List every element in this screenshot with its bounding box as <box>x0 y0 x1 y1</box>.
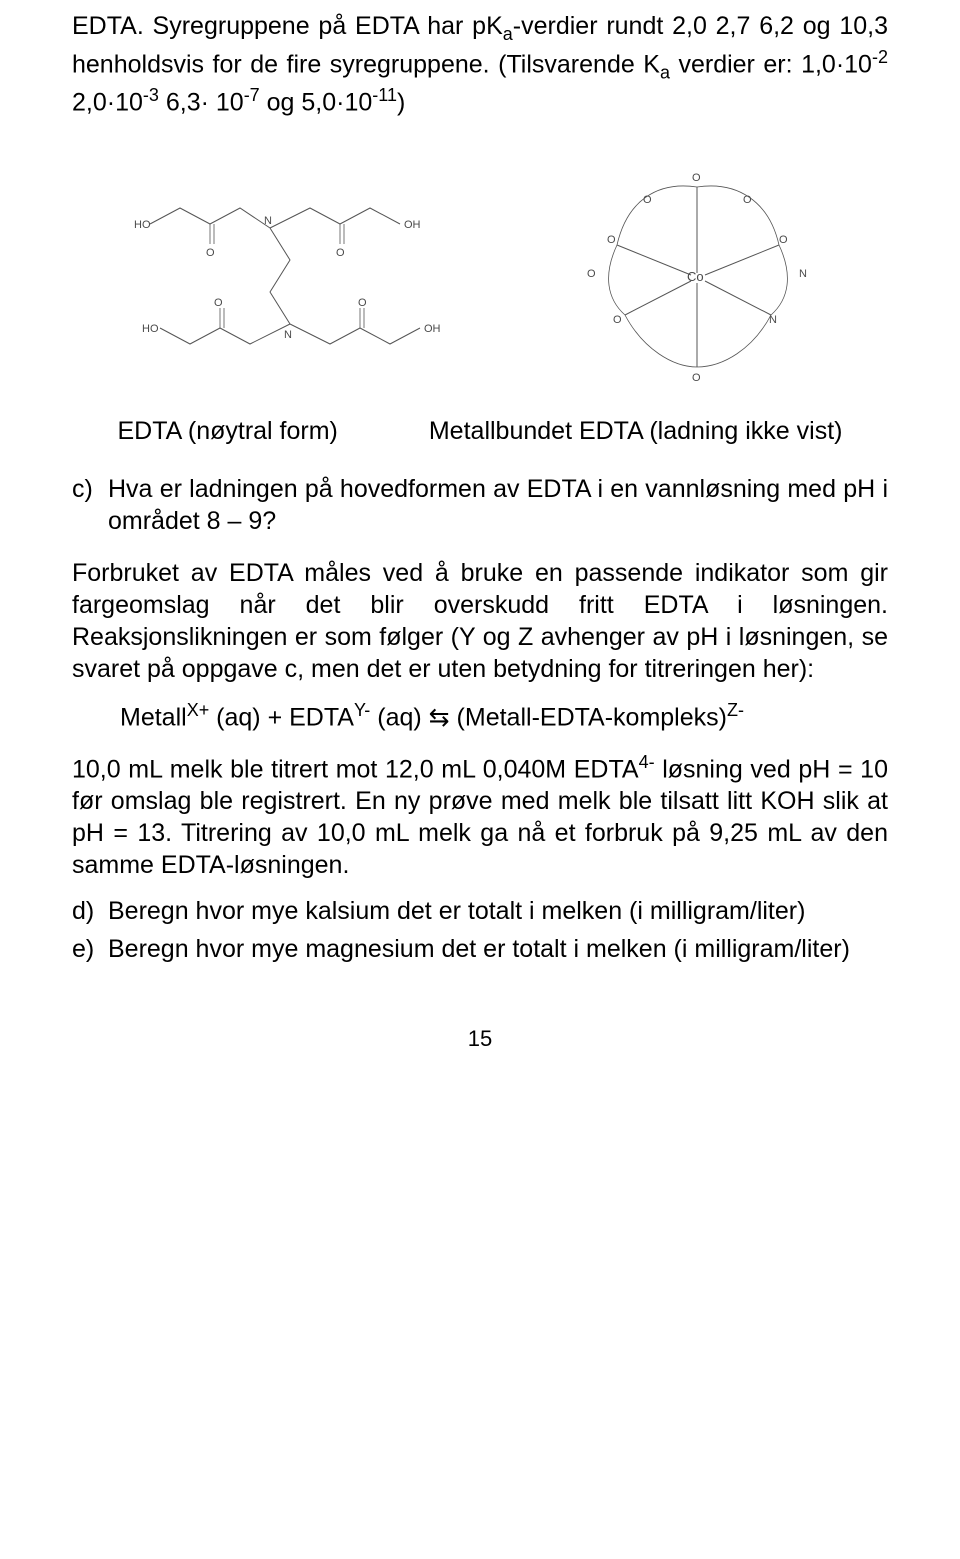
q-c-text: Hva er ladningen på hovedformen av EDTA … <box>108 473 888 537</box>
svg-text:O: O <box>206 247 215 259</box>
reaction-equation: MetallX+ (aq) + EDTAY- (aq) ⇆ (Metall-ED… <box>120 699 888 733</box>
svg-text:O: O <box>607 234 616 246</box>
questions-d-e: d) Beregn hvor mye kalsium det er totalt… <box>72 895 888 965</box>
p1-t6: og 5,0·10 <box>260 89 373 117</box>
eq-m-sup: X+ <box>187 700 210 720</box>
eq-e-sup: Y- <box>354 700 370 720</box>
svg-text:O: O <box>214 297 223 309</box>
q-c-label: c) <box>72 473 100 537</box>
edta-neutral-svg: HO O OH O O HO OH O N N <box>114 160 464 390</box>
p1-e2: -3 <box>143 85 159 105</box>
eq-arrow: ⇆ <box>429 702 450 731</box>
p3-t1: 10,0 mL melk ble titrert mot 12,0 mL 0,0… <box>72 755 639 783</box>
p1-t4: 2,0·10 <box>72 89 143 117</box>
eq-m: Metall <box>120 703 187 731</box>
svg-text:O: O <box>613 314 622 326</box>
svg-text:O: O <box>358 297 367 309</box>
method-paragraph: Forbruket av EDTA måles ved å bruke en p… <box>72 557 888 685</box>
svg-text:O: O <box>336 247 345 259</box>
p1-e1: -2 <box>872 47 888 67</box>
p3-sup: 4- <box>639 752 655 772</box>
svg-text:N: N <box>769 314 777 326</box>
p1-t1: EDTA. Syregruppene på EDTA har pK <box>72 12 503 40</box>
edta-complex-svg: Co O O O O N O O O O N <box>547 145 847 405</box>
svg-text:N: N <box>284 329 292 341</box>
svg-text:O: O <box>779 234 788 246</box>
q-d-label: d) <box>72 895 100 927</box>
p1-t3: verdier er: 1,0·10 <box>670 50 872 78</box>
intro-paragraph: EDTA. Syregruppene på EDTA har pKa-verdi… <box>72 10 888 119</box>
svg-text:HO: HO <box>134 219 151 231</box>
caption-right: Metallbundet EDTA (ladning ikke vist) <box>429 415 843 447</box>
svg-text:O: O <box>587 268 596 280</box>
eq-rhs: (Metall-EDTA-kompleks) <box>450 703 727 731</box>
q-e-label: e) <box>72 933 100 965</box>
p1-e3: -7 <box>244 85 260 105</box>
structure-figures-row: HO O OH O O HO OH O N N Co <box>72 145 888 405</box>
p1-t2sub: a <box>660 62 670 82</box>
svg-text:O: O <box>692 172 701 184</box>
edta-neutral-structure: HO O OH O O HO OH O N N <box>114 160 464 390</box>
figure-captions-row: EDTA (nøytral form) Metallbundet EDTA (l… <box>72 415 888 447</box>
titration-paragraph: 10,0 mL melk ble titrert mot 12,0 mL 0,0… <box>72 751 888 881</box>
svg-text:O: O <box>743 194 752 206</box>
edta-metal-complex-structure: Co O O O O N O O O O N <box>547 145 847 405</box>
eq-aq2: (aq) <box>370 703 428 731</box>
svg-text:O: O <box>643 194 652 206</box>
q-d-text: Beregn hvor mye kalsium det er totalt i … <box>108 895 805 927</box>
svg-text:OH: OH <box>424 323 441 335</box>
p1-t5: 6,3· 10 <box>159 89 244 117</box>
p1-t7: ) <box>397 89 405 117</box>
svg-text:HO: HO <box>142 323 159 335</box>
p1-e4: -11 <box>372 85 397 105</box>
eq-aq1: (aq) + EDTA <box>209 703 354 731</box>
caption-left: EDTA (nøytral form) <box>117 415 337 447</box>
p1-t1sub: a <box>503 24 513 44</box>
page-number: 15 <box>72 1025 888 1053</box>
q-e-text: Beregn hvor mye magnesium det er totalt … <box>108 933 850 965</box>
svg-text:N: N <box>799 268 807 280</box>
eq-rhs-sup: Z- <box>727 700 744 720</box>
svg-text:N: N <box>264 215 272 227</box>
svg-text:O: O <box>692 372 701 384</box>
question-c: c) Hva er ladningen på hovedformen av ED… <box>72 473 888 537</box>
svg-text:OH: OH <box>404 219 421 231</box>
